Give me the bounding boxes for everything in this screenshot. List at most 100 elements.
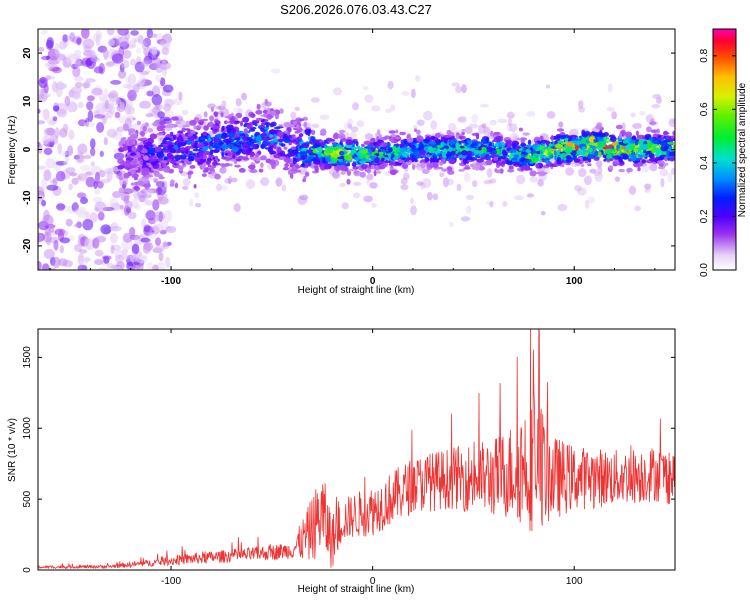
heatmap-cell	[604, 148, 612, 155]
heatmap-cell	[273, 143, 277, 150]
heatmap-cell	[45, 75, 52, 81]
spectrogram-xlabel: Height of straight line (km)	[298, 285, 415, 296]
heatmap-cell	[529, 155, 536, 159]
heatmap-cell	[424, 134, 432, 138]
heatmap-cell	[130, 152, 137, 157]
heatmap-cell	[149, 46, 158, 55]
heatmap-cell	[605, 140, 609, 144]
heatmap-cell	[168, 144, 175, 148]
heatmap-cell	[668, 118, 675, 128]
heatmap-cell	[593, 139, 597, 143]
heatmap-cell	[48, 227, 55, 233]
heatmap-cell	[618, 132, 623, 139]
x-tick-label: 100	[566, 576, 583, 587]
snr-xlabel: Height of straight line (km)	[298, 584, 415, 595]
heatmap-cell	[475, 165, 479, 171]
heatmap-cell	[380, 157, 385, 162]
heatmap-cell	[226, 127, 234, 131]
heatmap-cell	[77, 173, 88, 182]
heatmap-cell	[187, 156, 194, 162]
heatmap-cell	[448, 158, 456, 165]
heatmap-cell	[146, 262, 154, 269]
heatmap-cell	[144, 200, 154, 206]
heatmap-cell	[395, 137, 400, 140]
heatmap-cell	[457, 155, 464, 158]
heatmap-cell	[260, 162, 264, 169]
heatmap-cell	[90, 147, 96, 157]
heatmap-cell	[369, 182, 378, 189]
heatmap-cell	[221, 156, 228, 160]
heatmap-cell	[207, 137, 212, 142]
heatmap-cell	[442, 157, 446, 164]
heatmap-cell	[547, 147, 553, 154]
heatmap-cell	[611, 141, 617, 146]
heatmap-cell	[514, 195, 524, 201]
colorbar-tick-label: 0.6	[699, 102, 710, 116]
heatmap-cell	[418, 149, 426, 156]
heatmap-cell	[508, 110, 514, 116]
heatmap-cell	[221, 100, 227, 109]
heatmap-cell	[458, 151, 463, 155]
heatmap-cell	[155, 187, 162, 196]
heatmap-cell	[617, 156, 624, 160]
heatmap-cell	[588, 158, 592, 163]
heatmap-cell	[584, 175, 592, 186]
heatmap-cell	[450, 150, 456, 156]
heatmap-cell	[440, 151, 446, 155]
heatmap-cell	[332, 159, 337, 164]
heatmap-cell	[94, 249, 104, 257]
heatmap-cell	[127, 211, 137, 220]
heatmap-cell	[461, 131, 465, 136]
heatmap-cell	[202, 170, 209, 173]
heatmap-cell	[74, 81, 83, 88]
heatmap-cell	[282, 167, 290, 171]
heatmap-cell	[106, 263, 115, 269]
heatmap-cell	[38, 143, 43, 154]
heatmap-cell	[463, 167, 471, 170]
heatmap-cell	[131, 243, 140, 255]
heatmap-cell	[73, 223, 83, 228]
heatmap-cell	[614, 176, 621, 182]
heatmap-cell	[90, 57, 101, 63]
heatmap-cell	[255, 109, 263, 115]
heatmap-cell	[569, 128, 579, 137]
heatmap-cell	[502, 200, 508, 207]
heatmap-cell	[307, 156, 314, 160]
heatmap-cell	[110, 80, 122, 85]
heatmap-cell	[133, 155, 142, 159]
heatmap-cell	[390, 153, 395, 159]
heatmap-cell	[152, 199, 160, 211]
heatmap-cell	[366, 167, 372, 174]
heatmap-cell	[283, 121, 292, 128]
heatmap-cell	[284, 163, 289, 168]
heatmap-cell	[301, 155, 306, 161]
heatmap-cell	[117, 165, 125, 170]
heatmap-cell	[372, 141, 378, 146]
heatmap-cell	[429, 157, 433, 164]
heatmap-cell	[630, 112, 636, 118]
heatmap-cell	[339, 150, 345, 156]
heatmap-cell	[620, 153, 628, 157]
heatmap-cell	[646, 126, 652, 133]
heatmap-cell	[455, 85, 462, 94]
heatmap-cell	[187, 170, 194, 175]
heatmap-cell	[94, 189, 101, 195]
heatmap-cell	[263, 122, 271, 126]
y-tick-label: 0	[22, 146, 33, 152]
heatmap-cell	[255, 117, 263, 121]
heatmap-cell	[75, 57, 81, 70]
heatmap-cell	[297, 153, 301, 159]
heatmap-cell	[498, 146, 502, 150]
heatmap-cell	[228, 132, 235, 138]
heatmap-cell	[672, 130, 675, 136]
heatmap-cell	[660, 177, 665, 188]
heatmap-cell	[194, 192, 200, 199]
heatmap-cell	[464, 126, 473, 135]
heatmap-cell	[231, 177, 238, 183]
heatmap-cell	[229, 118, 235, 125]
heatmap-cell	[248, 164, 256, 170]
heatmap-cell	[194, 156, 201, 163]
heatmap-cell	[322, 157, 327, 164]
heatmap-cell	[196, 125, 202, 129]
heatmap-cell	[132, 117, 136, 121]
